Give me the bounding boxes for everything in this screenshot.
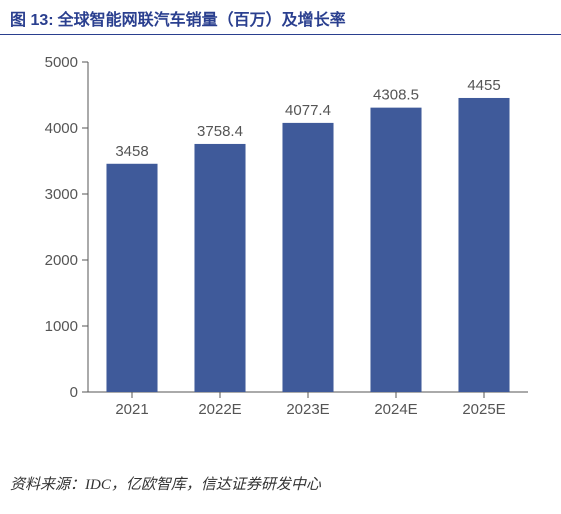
bar-value-label: 4077.4 bbox=[285, 102, 331, 119]
x-tick-label: 2023E bbox=[286, 401, 329, 418]
x-tick-label: 2024E bbox=[374, 401, 417, 418]
y-tick-label: 5000 bbox=[45, 54, 78, 71]
bar bbox=[282, 123, 333, 392]
source-footer: 资料来源：IDC，亿欧智库，信达证券研发中心 bbox=[10, 473, 321, 494]
chart-svg: 0 1000 2000 3000 4000 5000 3458 2021 3758.4 2022E… bbox=[34, 54, 534, 434]
bar-value-label: 4308.5 bbox=[373, 87, 419, 104]
figure-number: 图 13: bbox=[10, 12, 54, 29]
x-tick-label: 2025E bbox=[462, 401, 505, 418]
x-tick-label: 2021 bbox=[115, 401, 148, 418]
bar-value-label: 3758.4 bbox=[197, 123, 243, 140]
bar-value-label: 3458 bbox=[115, 143, 148, 160]
source-text: 资料来源：IDC，亿欧智库，信达证券研发中心 bbox=[10, 477, 321, 493]
bar-value-label: 4455 bbox=[467, 77, 500, 94]
y-tick-label: 0 bbox=[70, 384, 78, 401]
bar bbox=[370, 108, 421, 392]
y-tick-label: 3000 bbox=[45, 186, 78, 203]
y-tick-label: 2000 bbox=[45, 252, 78, 269]
chart-title: 全球智能网联汽车销量（百万）及增长率 bbox=[58, 12, 346, 29]
bar bbox=[194, 144, 245, 392]
bar-chart: 0 1000 2000 3000 4000 5000 3458 2021 3758.4 2022E… bbox=[34, 54, 534, 434]
y-tick-label: 1000 bbox=[45, 318, 78, 335]
bar bbox=[458, 98, 509, 392]
bar bbox=[106, 164, 157, 392]
chart-header: 图 13: 全球智能网联汽车销量（百万）及增长率 bbox=[0, 0, 561, 35]
y-tick-label: 4000 bbox=[45, 120, 78, 137]
x-tick-label: 2022E bbox=[198, 401, 241, 418]
